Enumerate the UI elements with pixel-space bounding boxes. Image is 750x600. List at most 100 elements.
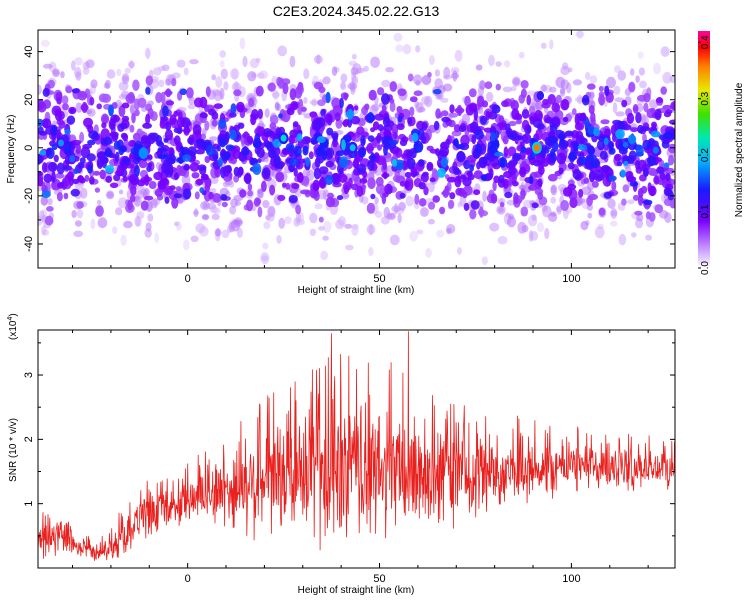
spectrogram-cell [564, 130, 574, 137]
spectrogram-cell [311, 98, 317, 107]
spectrogram-cell [121, 102, 130, 109]
spectrogram-cell [526, 94, 531, 106]
spectrogram-cell [529, 105, 536, 115]
spectrogram-cell [216, 145, 221, 152]
spectrogram-cell [381, 172, 390, 178]
spectrogram-cell [572, 168, 582, 180]
spectrogram-cell [85, 59, 95, 69]
spectrogram-cell [494, 151, 504, 157]
spectrogram-cell [64, 141, 73, 148]
spectrogram-cell [446, 228, 452, 235]
spectrogram-cell [646, 143, 652, 149]
spectrogram-cell [296, 133, 303, 142]
spectrogram-cell [173, 172, 179, 181]
spectrogram-cell [407, 73, 414, 82]
spectrogram-cell [613, 65, 622, 73]
spectrogram-cell [60, 71, 65, 79]
spectrogram-cell [230, 68, 240, 80]
spectrogram-cell [497, 235, 508, 245]
colorbar-gradient [698, 31, 710, 268]
spectrogram-cell [325, 196, 336, 208]
spectrogram-cell [397, 88, 407, 97]
spectrogram-cell [79, 157, 86, 164]
spectrogram-cell [331, 66, 338, 76]
spectrogram-cell [153, 171, 163, 181]
spectrogram-cell [519, 141, 525, 148]
spectrogram-cell [61, 95, 69, 105]
spectrogram-cell [587, 145, 595, 156]
spectrogram-cell [480, 174, 488, 181]
spectrogram-cell [578, 156, 588, 166]
spectrogram-cell [253, 197, 261, 207]
spectrogram-cell [659, 172, 666, 181]
spectrogram-cell [457, 247, 462, 255]
spectrogram-cell [239, 37, 246, 50]
spectrogram-cell [147, 154, 153, 160]
spectrogram-cell [481, 100, 489, 108]
spectrogram-cell [536, 90, 544, 101]
spectrogram-cell [377, 124, 384, 132]
spectrogram-cell [418, 182, 426, 190]
spectrogram-cell [189, 59, 199, 65]
spectrogram-cell [253, 141, 262, 149]
spectrogram-cell [68, 106, 77, 115]
spectrogram-cell [350, 183, 359, 191]
spectrogram-cell [286, 107, 295, 116]
snr-xtick-label: 0 [185, 573, 191, 585]
spectrogram-cell [210, 176, 219, 185]
spectrogram-cell [229, 129, 237, 140]
spectrogram-cell [351, 224, 359, 236]
spectrogram-cell [453, 124, 461, 133]
spectrogram-cell [86, 153, 96, 162]
spectrogram-cell [109, 182, 119, 189]
spectrogram-cell [511, 180, 519, 187]
spectrogram-cell [39, 149, 46, 156]
spectrogram-cell [416, 229, 424, 235]
spectrogram-cell [655, 97, 664, 104]
spectrogram-cell [265, 141, 272, 149]
spectrogram-cell [583, 177, 590, 184]
snr-scale-text: (x10 [8, 320, 19, 340]
spectrogram-cell [124, 67, 131, 74]
spectrogram-cell [440, 157, 449, 168]
spectrogram-cell [316, 136, 326, 143]
spectrogram-cell [606, 76, 616, 89]
spectrogram-cell [639, 80, 647, 89]
spectrogram-cell [326, 127, 334, 136]
spectrogram-cell [420, 172, 429, 183]
spectrogram-cell [152, 67, 162, 76]
spectrogram-cell [531, 202, 539, 209]
spectrogram-cell [90, 218, 96, 230]
spectrogram-cell [501, 100, 509, 108]
spectrogram-cell [178, 156, 184, 165]
spectrogram-cell [79, 131, 85, 143]
spectrogram-cell [144, 48, 151, 59]
spectrogram-cell [192, 124, 202, 136]
spectrogram-cell [98, 93, 109, 103]
spectrogram-cell [568, 151, 577, 161]
spectrogram-cell [275, 171, 285, 183]
spectrogram-cell [65, 85, 73, 94]
spectrogram-cell [453, 138, 459, 147]
spectrogram-cell [136, 179, 146, 187]
spectrogram-cell [645, 211, 652, 220]
spectrogram-cell [581, 94, 590, 106]
spectrogram-cell [611, 181, 617, 191]
spectrogram-cell [127, 199, 133, 211]
spectrogram-cell [588, 104, 595, 115]
spectrogram-cell [482, 156, 487, 165]
spectrogram-cell [353, 105, 359, 111]
spectrogram-cell [289, 55, 296, 68]
spectrogram-cell [89, 96, 95, 106]
spectrogram-cell [432, 88, 442, 95]
spectrogram-cell [43, 173, 53, 183]
spectrogram-cell [102, 115, 108, 123]
spectrogram-cell [393, 131, 398, 140]
spectrogram-cell [276, 235, 282, 244]
spectrogram-cell [473, 170, 483, 180]
spectrogram-cell [129, 105, 135, 114]
spectrogram-cell [247, 183, 253, 191]
spectrogram-cell [610, 207, 618, 219]
spectrogram-cell [598, 207, 606, 216]
spectrogram-cell [520, 88, 527, 99]
